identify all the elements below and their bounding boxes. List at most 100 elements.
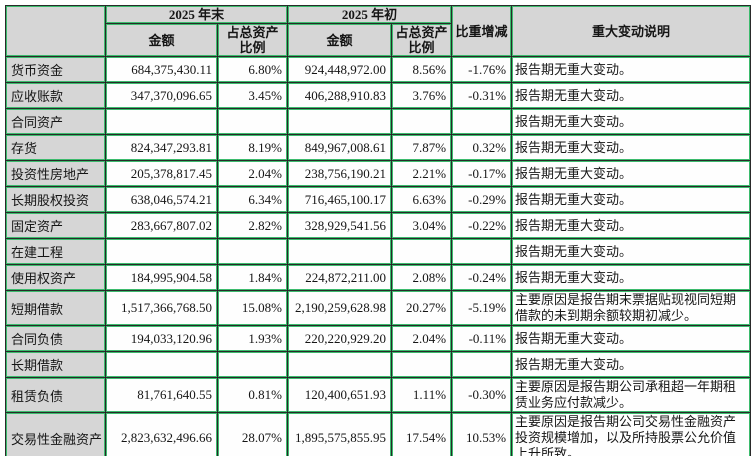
- row-label-cell: 交易性金融资产: [5, 412, 106, 456]
- amount-end-cell: 684,375,430.11: [105, 56, 218, 83]
- ratio-end-cell: 6.80%: [216, 56, 289, 83]
- amount-end-cell: 2,823,632,496.66: [105, 412, 218, 456]
- table-row: 货币资金 684,375,430.11 6.80% 924,448,972.00 8.5…: [5, 56, 752, 83]
- table-row: 投资性房地产 205,378,817.45 2.04% 238,756,190.21 2…: [5, 160, 752, 187]
- row-label-cell: 存货: [5, 134, 106, 161]
- table-row: 合同负债 194,033,120.96 1.93% 220,220,929.20 2.0…: [5, 325, 752, 352]
- table-row: 长期股权投资 638,046,574.21 6.34% 716,465,100.17 6…: [5, 186, 752, 213]
- table-row: 合同资产 报告期无重大变动。: [5, 108, 752, 135]
- amount-begin-cell: 849,967,008.61: [287, 134, 393, 161]
- ratio-end-cell: [216, 351, 289, 378]
- ratio-end-cell: [216, 108, 289, 135]
- amount-end-cell: 824,347,293.81: [105, 134, 218, 161]
- table-row: 固定资产 283,667,807.02 2.82% 328,929,541.56 3.0…: [5, 212, 752, 239]
- change-cell: -0.11%: [451, 325, 513, 352]
- ratio-end-cell: 8.19%: [216, 134, 289, 161]
- table-row: 租赁负债 81,761,640.55 0.81% 120,400,651.93 1.11…: [5, 377, 752, 413]
- note-cell: 报告期无重大变动。: [511, 325, 752, 352]
- amount-end-cell: 1,517,366,768.50: [105, 290, 218, 326]
- change-cell: [451, 238, 513, 265]
- header-row-groups: 2025 年末 2025 年初 比重增减 重大变动说明: [5, 5, 752, 57]
- change-cell: -1.76%: [451, 56, 513, 83]
- amount-end-cell: [105, 108, 218, 135]
- note-cell: 报告期无重大变动。: [511, 238, 752, 265]
- amount-begin-cell: 2,190,259,628.98: [287, 290, 393, 326]
- note-cell: 主要原因是报告期公司交易性金融资产投资规模增加，以及所持股票公允价值上升所致。: [511, 412, 752, 456]
- note-cell: 报告期无重大变动。: [511, 186, 752, 213]
- change-header: 比重增减: [451, 5, 513, 57]
- ratio-begin-cell: 2.04%: [391, 325, 453, 352]
- ratio-end-cell: 28.07%: [216, 412, 289, 456]
- row-label-cell: 使用权资产: [5, 264, 106, 291]
- table-row: 使用权资产 184,995,904.58 1.84% 224,872,211.00 2.…: [5, 264, 752, 291]
- amount-begin-cell: 120,400,651.93: [287, 377, 393, 413]
- change-cell: -0.30%: [451, 377, 513, 413]
- note-cell: 报告期无重大变动。: [511, 108, 752, 135]
- amount-begin-cell: 238,756,190.21: [287, 160, 393, 187]
- change-cell: -0.29%: [451, 186, 513, 213]
- amount-begin-cell: 406,288,910.83: [287, 82, 393, 109]
- period-begin-group-header: 2025 年初: [287, 5, 453, 24]
- amount-end-cell: [105, 238, 218, 265]
- table-row: 交易性金融资产 2,823,632,496.66 28.07% 1,895,575,8…: [5, 412, 752, 456]
- ratio-begin-header: 占总资产比例: [391, 23, 453, 57]
- table-row: 应收账款 347,370,096.65 3.45% 406,288,910.83 3.7…: [5, 82, 752, 109]
- ratio-begin-cell: 6.63%: [391, 186, 453, 213]
- change-cell: -0.31%: [451, 82, 513, 109]
- amount-end-cell: 638,046,574.21: [105, 186, 218, 213]
- ratio-end-cell: [216, 238, 289, 265]
- ratio-begin-cell: 17.54%: [391, 412, 453, 456]
- ratio-begin-cell: 20.27%: [391, 290, 453, 326]
- note-cell: 报告期无重大变动。: [511, 160, 752, 187]
- ratio-end-cell: 1.84%: [216, 264, 289, 291]
- ratio-begin-cell: 3.76%: [391, 82, 453, 109]
- row-label-cell: 长期借款: [5, 351, 106, 378]
- amount-begin-cell: 224,872,211.00: [287, 264, 393, 291]
- table-row: 在建工程 报告期无重大变动。: [5, 238, 752, 265]
- change-cell: [451, 351, 513, 378]
- note-cell: 报告期无重大变动。: [511, 56, 752, 83]
- note-cell: 报告期无重大变动。: [511, 212, 752, 239]
- ratio-end-cell: 0.81%: [216, 377, 289, 413]
- amount-begin-cell: 1,895,575,855.95: [287, 412, 393, 456]
- amount-begin-cell: 924,448,972.00: [287, 56, 393, 83]
- row-label-cell: 货币资金: [5, 56, 106, 83]
- change-cell: 10.53%: [451, 412, 513, 456]
- ratio-end-cell: 2.04%: [216, 160, 289, 187]
- note-cell: 报告期无重大变动。: [511, 351, 752, 378]
- amount-end-cell: 184,995,904.58: [105, 264, 218, 291]
- note-cell: 报告期无重大变动。: [511, 82, 752, 109]
- amount-end-cell: 283,667,807.02: [105, 212, 218, 239]
- row-label-cell: 合同负债: [5, 325, 106, 352]
- table-row: 存货 824,347,293.81 8.19% 849,967,008.61 7.87%…: [5, 134, 752, 161]
- amount-end-cell: 194,033,120.96: [105, 325, 218, 352]
- row-label-cell: 投资性房地产: [5, 160, 106, 187]
- amount-begin-cell: [287, 238, 393, 265]
- amount-begin-cell: [287, 351, 393, 378]
- ratio-begin-cell: [391, 238, 453, 265]
- table-row: 长期借款 报告期无重大变动。: [5, 351, 752, 378]
- ratio-begin-cell: 8.56%: [391, 56, 453, 83]
- ratio-begin-cell: [391, 108, 453, 135]
- ratio-end-cell: 15.08%: [216, 290, 289, 326]
- ratio-begin-cell: [391, 351, 453, 378]
- row-label-cell: 长期股权投资: [5, 186, 106, 213]
- ratio-begin-cell: 2.08%: [391, 264, 453, 291]
- amount-end-cell: 205,378,817.45: [105, 160, 218, 187]
- change-cell: -5.19%: [451, 290, 513, 326]
- change-cell: 0.32%: [451, 134, 513, 161]
- amount-begin-cell: 716,465,100.17: [287, 186, 393, 213]
- change-cell: -0.17%: [451, 160, 513, 187]
- amount-end-cell: [105, 351, 218, 378]
- amount-end-cell: 347,370,096.65: [105, 82, 218, 109]
- note-cell: 主要原因是报告期末票据贴现视同短期借款的未到期余额较期初减少。: [511, 290, 752, 326]
- row-label-cell: 短期借款: [5, 290, 106, 326]
- amount-begin-cell: 220,220,929.20: [287, 325, 393, 352]
- ratio-begin-cell: 2.21%: [391, 160, 453, 187]
- note-cell: 报告期无重大变动。: [511, 264, 752, 291]
- amount-begin-cell: 328,929,541.56: [287, 212, 393, 239]
- amount-end-header: 金额: [105, 23, 218, 57]
- row-label-cell: 应收账款: [5, 82, 106, 109]
- change-cell: [451, 108, 513, 135]
